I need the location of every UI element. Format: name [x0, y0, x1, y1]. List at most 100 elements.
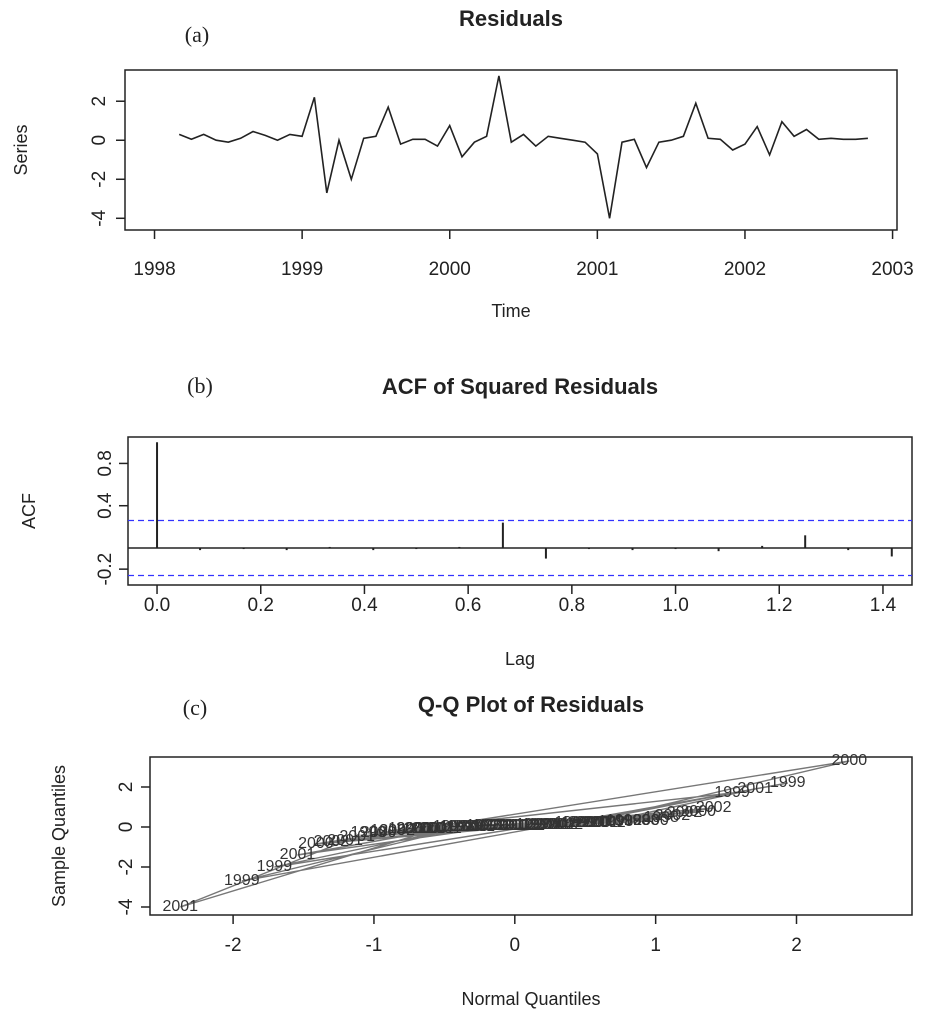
x-tick-label: 1.0: [662, 595, 688, 616]
panel-label: (b): [187, 373, 213, 398]
point-label: 2001: [327, 832, 363, 849]
point-label: 2002: [503, 817, 539, 834]
chart-title: Q-Q Plot of Residuals: [418, 692, 644, 717]
point-label: 2002: [590, 814, 626, 831]
point-label: 1998: [440, 818, 476, 835]
x-tick-label: 0: [510, 935, 521, 956]
y-tick-label: 0.8: [95, 450, 116, 476]
point-label: 2001: [339, 828, 375, 845]
panel-label: (a): [185, 22, 209, 47]
y-tick-label: -0.2: [95, 553, 116, 586]
x-tick-label: 1: [650, 935, 661, 956]
qq-trace: [180, 760, 850, 908]
plot-frame: [124, 69, 898, 231]
panel-label: (c): [183, 695, 207, 720]
point-label: 2000: [361, 824, 397, 841]
point-label: 2000: [453, 818, 489, 835]
point-label: 1998: [388, 820, 424, 837]
chart-title: Residuals: [459, 6, 563, 31]
x-axis-label: Normal Quantiles: [461, 989, 600, 1009]
point-label: 2001: [162, 898, 198, 915]
point-label: 2001: [426, 820, 462, 837]
y-tick-label: -2: [89, 171, 110, 188]
x-tick-label: 0.8: [559, 595, 585, 616]
point-label: 2001: [535, 816, 571, 833]
y-tick-label: -2: [116, 859, 137, 876]
point-label: 1998: [643, 809, 679, 826]
point-label: 2002: [696, 799, 732, 816]
point-label: 2001: [737, 780, 773, 797]
y-tick-label: 0: [89, 135, 110, 146]
point-label: 1999: [472, 817, 508, 834]
point-label: 2002: [509, 817, 545, 834]
x-tick-label: 1.4: [870, 595, 897, 616]
x-axis-label: Lag: [505, 649, 535, 669]
y-tick-label: 2: [116, 782, 137, 793]
point-label: 2002: [497, 817, 533, 834]
point-label: 2000: [633, 812, 669, 829]
y-axis-label: Sample Quantiles: [49, 765, 69, 907]
point-label: 2001: [491, 817, 527, 834]
point-label: 2002: [667, 804, 703, 821]
point-label: 1998: [466, 817, 502, 834]
point-label: 1998: [624, 812, 660, 829]
y-axis-label: Series: [11, 124, 31, 175]
x-tick-label: 0.6: [455, 595, 481, 616]
point-label: 2001: [459, 818, 495, 835]
point-label: 2002: [541, 816, 577, 833]
point-label: 1999: [446, 818, 482, 835]
point-label: 2000: [298, 835, 334, 852]
point-label: 2000: [568, 814, 604, 831]
x-tick-label: 0.0: [144, 595, 170, 616]
point-label: 2000: [680, 803, 716, 820]
x-tick-label: -2: [225, 935, 242, 956]
point-label: 2001: [419, 820, 455, 837]
x-tick-label: 1998: [133, 259, 175, 280]
point-label: 2000: [832, 752, 868, 769]
plot-frame: [149, 756, 913, 916]
series-line: [178, 75, 868, 219]
x-tick-label: 2003: [871, 259, 913, 280]
point-label: 1999: [554, 814, 590, 831]
point-label: 2002: [655, 807, 691, 824]
point-label: 2001: [583, 814, 619, 831]
x-tick-label: 2002: [724, 259, 766, 280]
x-tick-label: 0.2: [248, 595, 274, 616]
chart-title: ACF of Squared Residuals: [382, 374, 658, 399]
point-label: 1999: [478, 817, 514, 834]
point-label: 1999: [522, 816, 558, 833]
point-label: 1999: [370, 822, 406, 839]
point-label: 1999: [714, 784, 750, 801]
y-tick-label: -4: [116, 898, 137, 915]
x-axis-label: Time: [491, 301, 530, 321]
point-label: 2000: [404, 820, 440, 837]
x-tick-label: -1: [365, 935, 382, 956]
x-tick-label: 1.2: [766, 595, 792, 616]
y-tick-label: 2: [89, 96, 110, 107]
x-tick-label: 0.4: [351, 595, 378, 616]
x-tick-label: 1999: [281, 259, 323, 280]
plot-frame: [127, 436, 913, 586]
point-label: 1998: [516, 816, 552, 833]
point-label: 2001: [485, 817, 521, 834]
x-tick-label: 2: [791, 935, 802, 956]
point-label: 1998: [606, 812, 642, 829]
y-tick-label: 0: [116, 822, 137, 833]
point-label: 2000: [412, 820, 448, 837]
y-tick-label: 0.4: [95, 492, 116, 519]
point-label: 1998: [433, 818, 469, 835]
point-label: 2001: [280, 846, 316, 863]
point-label: 2002: [314, 833, 350, 850]
point-label: 1999: [561, 814, 597, 831]
y-tick-label: -4: [89, 209, 110, 226]
point-label: 1999: [257, 858, 293, 875]
point-label: 1999: [351, 824, 387, 841]
point-label: 2002: [379, 822, 415, 839]
point-label: 2000: [528, 816, 564, 833]
point-label: 1998: [615, 812, 651, 829]
x-tick-label: 2000: [429, 259, 471, 280]
point-label: 2000: [575, 814, 611, 831]
y-axis-label: ACF: [19, 493, 39, 529]
point-label: 2002: [548, 816, 584, 833]
